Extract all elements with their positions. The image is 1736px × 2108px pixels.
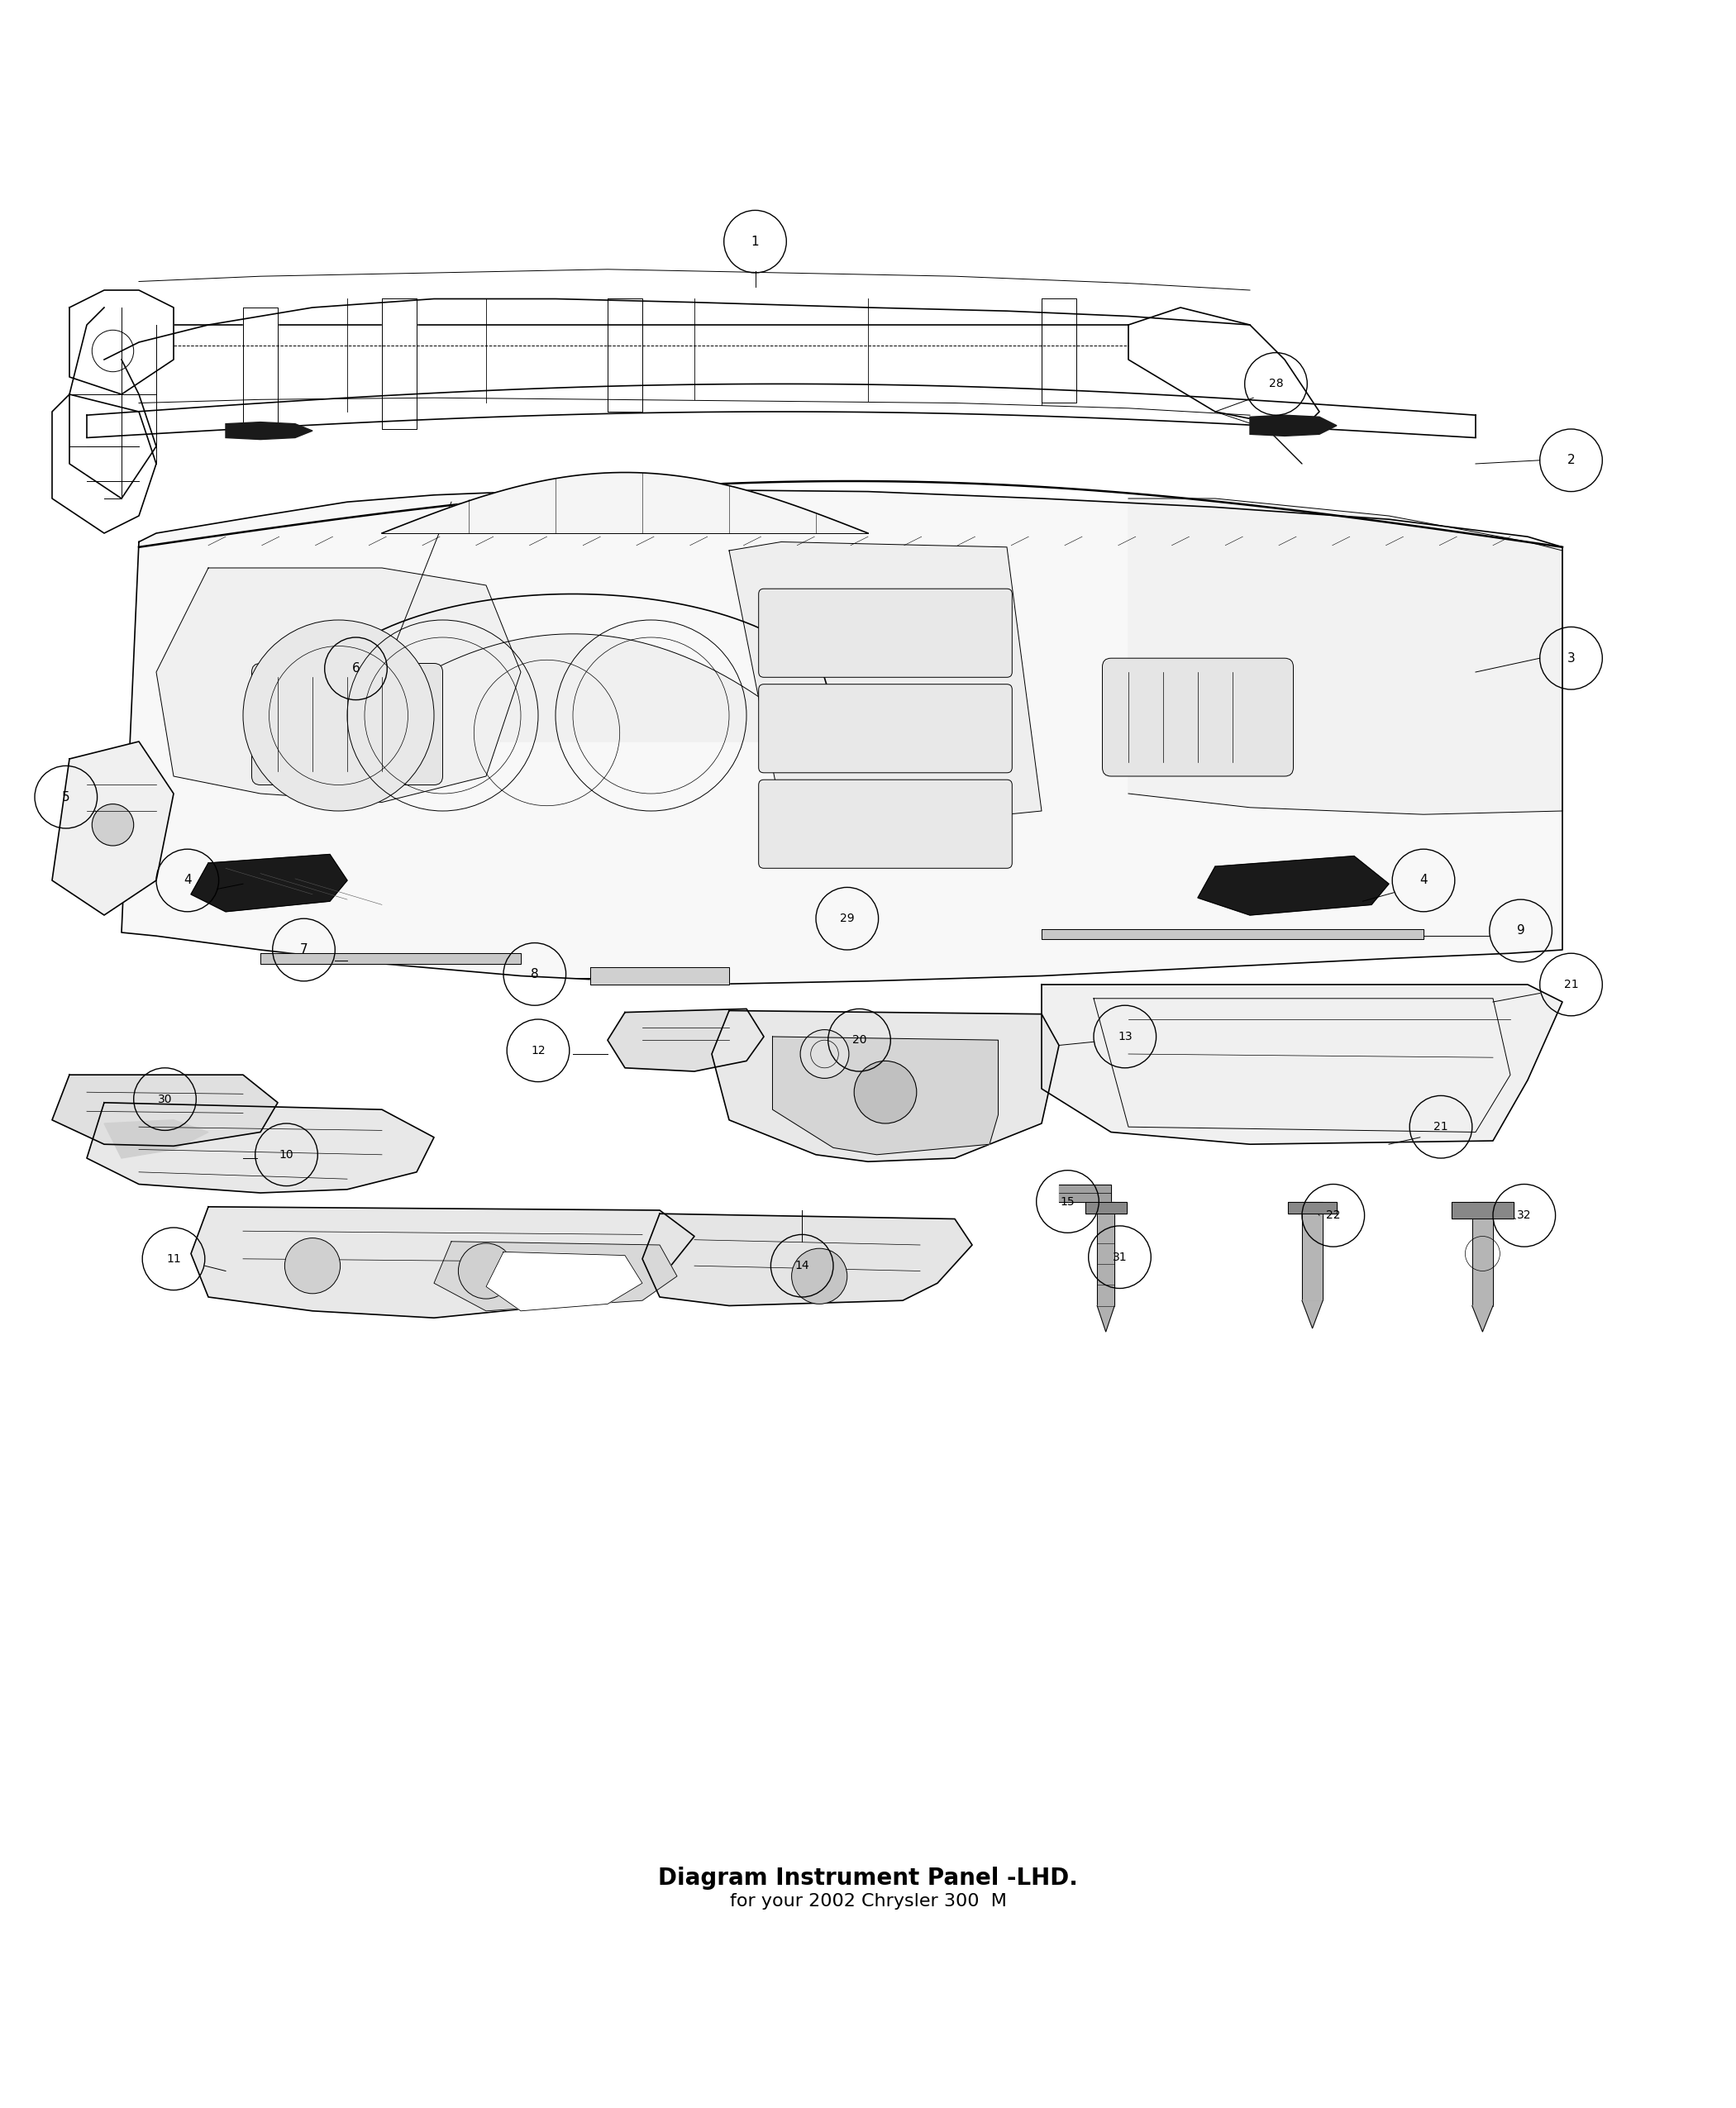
Polygon shape <box>486 1252 642 1311</box>
Text: 8: 8 <box>531 968 538 980</box>
Circle shape <box>458 1244 514 1299</box>
FancyBboxPatch shape <box>252 664 443 784</box>
Text: 22: 22 <box>1326 1210 1340 1221</box>
Text: 4: 4 <box>1420 875 1427 887</box>
Text: 14: 14 <box>795 1261 809 1271</box>
Polygon shape <box>191 854 347 911</box>
Polygon shape <box>1451 1202 1514 1218</box>
Polygon shape <box>1288 1202 1337 1214</box>
Polygon shape <box>1472 1202 1493 1305</box>
Circle shape <box>800 1029 849 1079</box>
Polygon shape <box>52 1075 278 1147</box>
Polygon shape <box>1128 308 1319 430</box>
Polygon shape <box>434 1242 677 1311</box>
Polygon shape <box>1472 1305 1493 1332</box>
Circle shape <box>854 1060 917 1124</box>
Polygon shape <box>243 308 278 430</box>
Polygon shape <box>1042 984 1562 1145</box>
Text: 13: 13 <box>1118 1031 1132 1043</box>
Polygon shape <box>156 567 521 803</box>
Circle shape <box>92 803 134 845</box>
Polygon shape <box>69 291 174 394</box>
Polygon shape <box>729 542 1042 814</box>
Polygon shape <box>260 953 521 963</box>
Polygon shape <box>1097 1305 1115 1332</box>
Text: Diagram Instrument Panel -LHD.: Diagram Instrument Panel -LHD. <box>658 1868 1078 1891</box>
Text: 4: 4 <box>184 875 191 887</box>
Text: 29: 29 <box>840 913 854 925</box>
Text: for your 2002 Chrysler 300  M: for your 2002 Chrysler 300 M <box>729 1893 1007 1910</box>
Polygon shape <box>122 489 1562 984</box>
Polygon shape <box>330 635 816 742</box>
Polygon shape <box>382 472 868 533</box>
Circle shape <box>243 620 434 812</box>
Text: 2: 2 <box>1568 453 1575 466</box>
Polygon shape <box>1302 1301 1323 1328</box>
Polygon shape <box>104 1119 208 1157</box>
Text: 6: 6 <box>352 662 359 675</box>
Text: 7: 7 <box>300 944 307 957</box>
Text: 11: 11 <box>167 1252 181 1265</box>
Circle shape <box>792 1248 847 1305</box>
Polygon shape <box>642 1214 972 1305</box>
Polygon shape <box>1085 1202 1127 1214</box>
Text: 21: 21 <box>1434 1121 1448 1132</box>
Polygon shape <box>1302 1202 1323 1301</box>
FancyBboxPatch shape <box>759 685 1012 774</box>
Polygon shape <box>1198 856 1389 915</box>
Polygon shape <box>52 742 174 915</box>
Polygon shape <box>1128 497 1562 814</box>
Polygon shape <box>52 394 156 533</box>
Text: 28: 28 <box>1269 377 1283 390</box>
Text: 3: 3 <box>1568 651 1575 664</box>
Polygon shape <box>87 1102 434 1193</box>
Text: 32: 32 <box>1517 1210 1531 1221</box>
Polygon shape <box>226 422 312 438</box>
Polygon shape <box>1042 930 1424 940</box>
Text: 5: 5 <box>62 790 69 803</box>
Text: 20: 20 <box>852 1035 866 1046</box>
Text: 10: 10 <box>279 1149 293 1162</box>
Text: 12: 12 <box>531 1046 545 1056</box>
Polygon shape <box>382 299 417 430</box>
Text: 21: 21 <box>1564 978 1578 991</box>
FancyBboxPatch shape <box>1102 658 1293 776</box>
FancyBboxPatch shape <box>759 780 1012 868</box>
Polygon shape <box>590 968 729 984</box>
Text: 15: 15 <box>1061 1195 1075 1208</box>
Text: 30: 30 <box>158 1094 172 1105</box>
Polygon shape <box>712 1010 1059 1162</box>
Polygon shape <box>1250 415 1337 436</box>
Circle shape <box>285 1237 340 1294</box>
Text: 1: 1 <box>752 236 759 249</box>
Text: 31: 31 <box>1113 1252 1127 1263</box>
Polygon shape <box>191 1206 694 1318</box>
Polygon shape <box>773 1037 998 1155</box>
Polygon shape <box>1059 1185 1111 1202</box>
Polygon shape <box>608 1010 764 1071</box>
FancyBboxPatch shape <box>759 588 1012 677</box>
Text: 9: 9 <box>1517 925 1524 936</box>
Polygon shape <box>1097 1202 1115 1305</box>
